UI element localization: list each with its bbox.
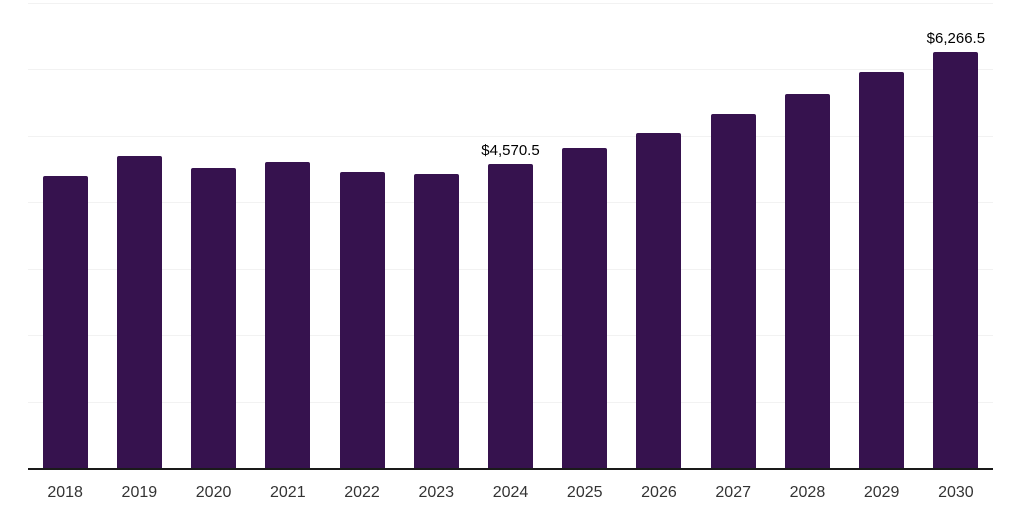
x-tick-label-2026: 2026 xyxy=(641,484,677,501)
bar-2021[interactable] xyxy=(265,161,311,468)
x-tick-label-2020: 2020 xyxy=(195,484,232,501)
x-tick-label-2019: 2019 xyxy=(121,484,158,501)
x-axis-line xyxy=(28,468,993,470)
x-tick-label-2021: 2021 xyxy=(270,484,306,501)
bar-2020[interactable] xyxy=(191,168,237,468)
bar-2019[interactable] xyxy=(116,155,162,468)
x-tick-label-2023: 2023 xyxy=(418,484,455,501)
gridline-5000 xyxy=(28,135,993,137)
x-tick-label-2022: 2022 xyxy=(344,484,380,501)
x-tick-label-2028: 2028 xyxy=(789,484,826,501)
x-tick-label-2018: 2018 xyxy=(47,484,83,501)
bar-2028[interactable] xyxy=(784,94,830,468)
x-tick-label-2027: 2027 xyxy=(715,484,751,501)
data-label-2024: $4,570.5 xyxy=(481,142,540,160)
gridline-7000 xyxy=(28,3,993,4)
bar-2023[interactable] xyxy=(413,173,459,468)
bar-2024[interactable] xyxy=(488,164,533,468)
bar-2029[interactable] xyxy=(859,72,905,468)
data-label-2030: $6,266.5 xyxy=(926,29,986,47)
bar-2022[interactable] xyxy=(339,172,385,468)
bar-2026[interactable] xyxy=(636,132,682,468)
bar-2027[interactable] xyxy=(710,113,756,468)
bar-2018[interactable] xyxy=(42,176,88,468)
x-tick-label-2025: 2025 xyxy=(566,484,603,501)
x-tick-label-2024: 2024 xyxy=(492,484,529,501)
x-tick-label-2029: 2029 xyxy=(863,484,900,501)
gridline-6000 xyxy=(28,69,993,71)
x-tick-label-2030: 2030 xyxy=(938,484,974,501)
bar-2030[interactable] xyxy=(933,51,979,468)
bar-2025[interactable] xyxy=(562,148,608,468)
